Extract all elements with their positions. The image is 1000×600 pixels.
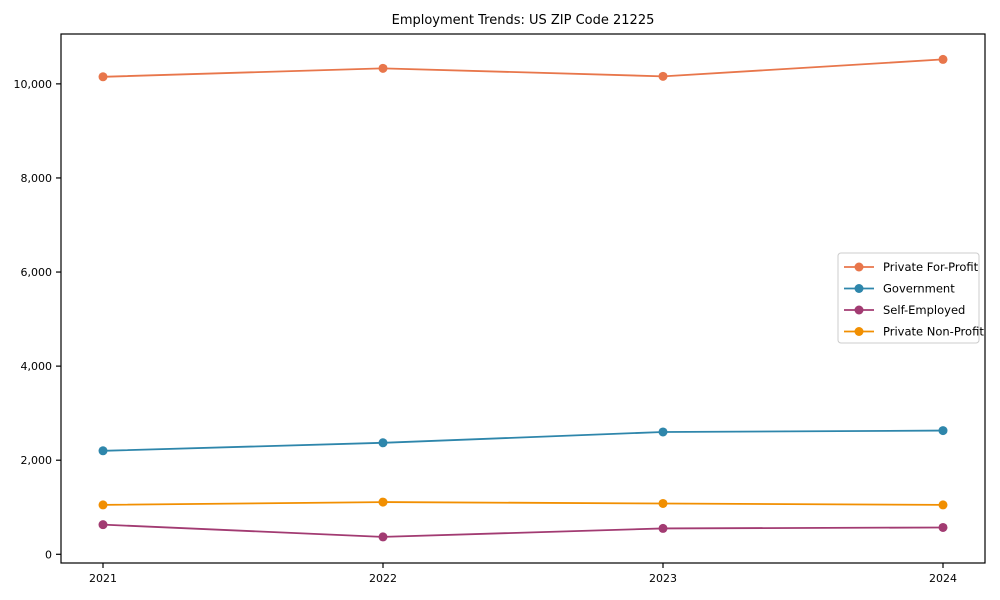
x-tick-label: 2022 (369, 572, 397, 585)
plot-spines (60, 33, 986, 564)
data-point-marker (658, 71, 668, 81)
chart-title: Employment Trends: US ZIP Code 21225 (392, 13, 655, 28)
series-line (102, 523, 944, 538)
y-tick-label: 2,000 (21, 454, 53, 467)
data-point-marker (658, 498, 668, 508)
legend-entry-label: Self-Employed (883, 303, 965, 317)
data-point-marker (98, 446, 108, 456)
legend-box (837, 252, 980, 344)
data-point-marker (658, 427, 668, 437)
data-point-marker (378, 438, 388, 448)
data-point-marker (378, 497, 388, 507)
series-line (102, 429, 944, 452)
legend-entry-label: Private Non-Profit (883, 325, 984, 339)
legend-marker (854, 305, 864, 315)
legend-entry: Self-Employed (844, 303, 965, 317)
y-tick-label: 8,000 (21, 172, 53, 185)
legend-marker (854, 262, 864, 272)
legend-entry: Private For-Profit (844, 260, 979, 274)
x-tick-label: 2021 (89, 572, 117, 585)
x-tick-label: 2023 (649, 572, 677, 585)
data-point-marker (378, 532, 388, 542)
legend-entry: Private Non-Profit (844, 325, 984, 339)
series-private-non-profit (98, 497, 948, 510)
data-point-marker (98, 520, 108, 530)
data-point-marker (938, 426, 948, 436)
series-government (98, 426, 948, 456)
legend-entry: Government (844, 282, 955, 296)
data-point-marker (98, 500, 108, 510)
legend-marker (854, 327, 864, 336)
data-point-marker (938, 500, 948, 510)
legend-marker (854, 284, 864, 293)
x-axis: 2021 2022 2023 2024 (89, 563, 957, 585)
y-tick-label: 0 (45, 548, 52, 561)
data-point-marker (658, 523, 668, 533)
data-point-marker (378, 63, 388, 73)
series-self-employed (98, 520, 948, 542)
y-tick-label: 10,000 (14, 78, 53, 91)
legend-entry-label: Government (883, 282, 955, 296)
series-line (102, 58, 944, 78)
x-tick-label: 2024 (929, 572, 957, 585)
legend: Private For-Profit Government Self-Employe… (837, 252, 984, 344)
series-private-for-profit (98, 54, 948, 82)
y-tick-label: 4,000 (21, 360, 53, 373)
data-point-marker (98, 72, 108, 82)
legend-entry-label: Private For-Profit (883, 260, 979, 274)
data-point-marker (938, 522, 948, 532)
series-line (102, 501, 944, 506)
y-axis: 0 2,000 4,000 6,000 8,000 10,000 (14, 78, 61, 561)
y-tick-label: 6,000 (21, 266, 53, 279)
data-point-marker (938, 54, 948, 64)
